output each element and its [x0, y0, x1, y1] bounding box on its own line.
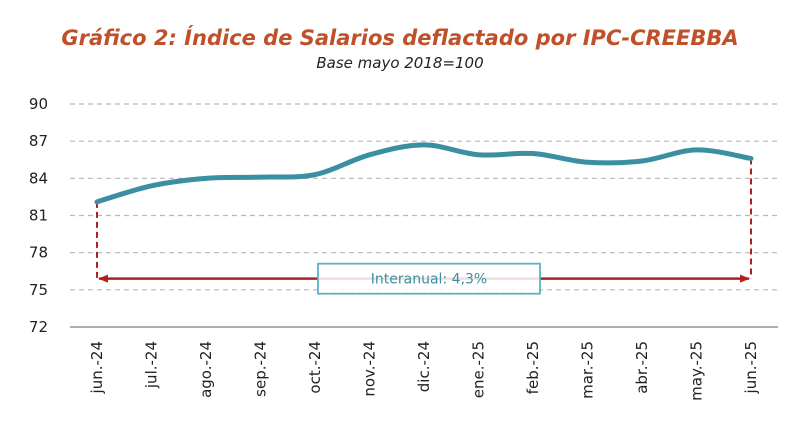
- x-tick-label: jul.-24: [143, 341, 161, 389]
- x-tick-label: feb.-25: [524, 341, 542, 394]
- annotation-box: [317, 262, 541, 295]
- y-tick-label: 81: [29, 207, 48, 225]
- chart-title: Gráfico 2: Índice de Salarios deflactado…: [61, 26, 739, 50]
- x-tick-label: abr.-25: [633, 341, 651, 394]
- chart-subtitle: Base mayo 2018=100: [316, 54, 484, 72]
- x-tick-label: ene.-25: [470, 341, 488, 398]
- y-tick-label: 90: [29, 95, 48, 113]
- x-tick-label: jun.-25: [742, 341, 760, 394]
- y-tick-label: 72: [29, 318, 48, 336]
- x-tick-label: ago.-24: [197, 341, 215, 398]
- series-line: [94, 142, 754, 205]
- y-tick-label: 78: [29, 244, 48, 262]
- x-tick-label: dic.-24: [415, 341, 433, 392]
- x-tick-label: oct.-24: [306, 341, 324, 394]
- x-tick-label: may.-25: [688, 341, 706, 401]
- x-tick-label: jun.-24: [88, 341, 106, 394]
- y-tick-label: 84: [29, 169, 48, 187]
- x-tick-label: nov.-24: [361, 341, 379, 397]
- y-tick-label: 75: [29, 281, 48, 299]
- annotation-label: Interanual: 4,3%: [371, 272, 487, 288]
- x-tick-label: mar.-25: [579, 341, 597, 399]
- y-tick-label: 87: [29, 132, 48, 150]
- x-tick-label: sep.-24: [252, 341, 270, 397]
